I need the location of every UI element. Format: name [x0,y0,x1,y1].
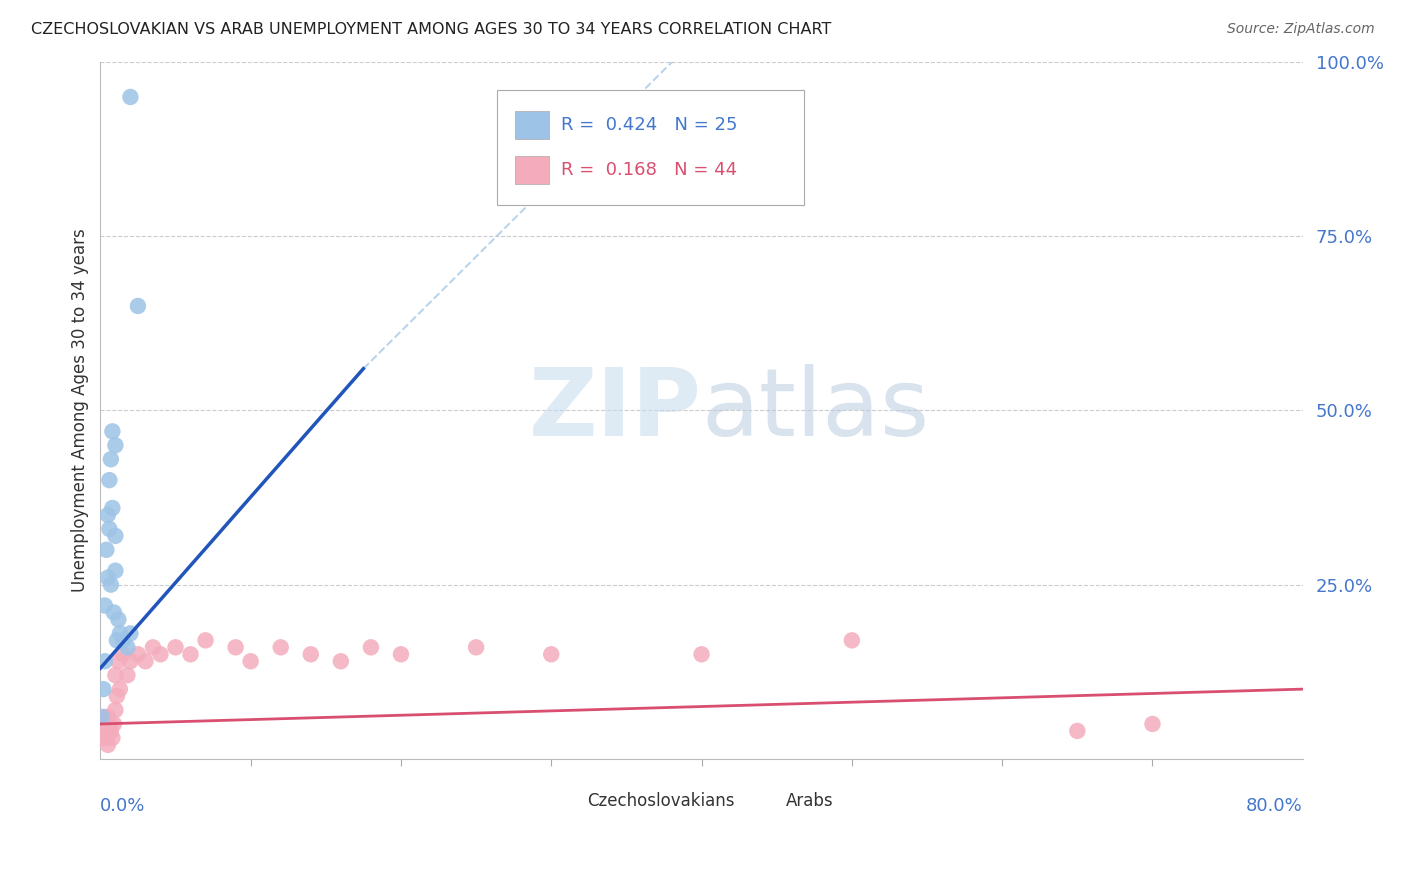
Point [103,606,125,620]
Text: R =  0.168   N = 44: R = 0.168 N = 44 [561,161,737,179]
Point [299,648,322,662]
Point [101,425,124,439]
FancyBboxPatch shape [498,90,804,205]
Point [97,571,120,585]
Point [105,633,128,648]
Y-axis label: Unemployment Among Ages 30 to 34 years: Unemployment Among Ages 30 to 34 years [72,228,89,592]
Point [104,703,127,717]
Point [117,640,139,655]
Point [97,710,120,724]
Point [120,90,142,104]
Point [117,668,139,682]
Point [239,654,262,668]
Point [165,640,187,655]
Text: ZIP: ZIP [529,365,702,457]
Point [540,648,562,662]
Point [841,633,863,648]
Point [94,710,117,724]
Point [101,500,124,515]
Point [93,731,115,745]
Point [134,654,156,668]
Point [1066,723,1088,738]
Text: 0.0%: 0.0% [100,797,146,815]
Point [360,640,382,655]
Point [98,717,121,731]
Point [120,626,142,640]
Point [107,612,129,626]
Point [149,648,172,662]
Point [104,668,127,682]
Point [104,564,127,578]
Point [105,689,128,703]
Point [690,648,713,662]
Point [120,654,142,668]
Point [94,723,117,738]
Point [94,599,117,613]
Point [103,717,125,731]
Point [93,682,115,697]
Point [90,731,112,745]
Point [96,731,118,745]
Point [127,648,149,662]
Text: CZECHOSLOVAKIAN VS ARAB UNEMPLOYMENT AMONG AGES 30 TO 34 YEARS CORRELATION CHART: CZECHOSLOVAKIAN VS ARAB UNEMPLOYMENT AMO… [31,22,831,37]
FancyBboxPatch shape [515,111,548,139]
Point [389,648,412,662]
Point [97,723,120,738]
Point [96,542,118,557]
Point [329,654,352,668]
Point [108,682,131,697]
FancyBboxPatch shape [546,790,575,811]
Point [465,640,488,655]
Point [101,731,124,745]
Point [100,577,122,591]
Point [97,508,120,522]
Point [104,529,127,543]
Point [270,640,292,655]
Point [90,710,112,724]
Text: Czechoslovakians: Czechoslovakians [588,791,735,810]
Point [97,738,120,752]
Point [142,640,165,655]
Point [98,723,121,738]
Point [98,473,121,487]
FancyBboxPatch shape [515,156,548,184]
Point [1142,717,1164,731]
Point [90,723,112,738]
Text: atlas: atlas [702,365,929,457]
FancyBboxPatch shape [744,790,773,811]
Text: 80.0%: 80.0% [1246,797,1303,815]
Text: Source: ZipAtlas.com: Source: ZipAtlas.com [1227,22,1375,37]
Point [111,633,134,648]
Point [94,654,117,668]
Point [225,640,247,655]
Point [104,438,127,452]
Point [180,648,202,662]
Point [96,717,118,731]
Point [100,723,122,738]
Point [93,717,115,731]
Text: Arabs: Arabs [786,791,834,810]
Text: R =  0.424   N = 25: R = 0.424 N = 25 [561,116,737,134]
Point [194,633,217,648]
Point [100,452,122,467]
Point [127,299,149,313]
Point [108,626,131,640]
Point [111,648,134,662]
Point [98,522,121,536]
Point [107,654,129,668]
